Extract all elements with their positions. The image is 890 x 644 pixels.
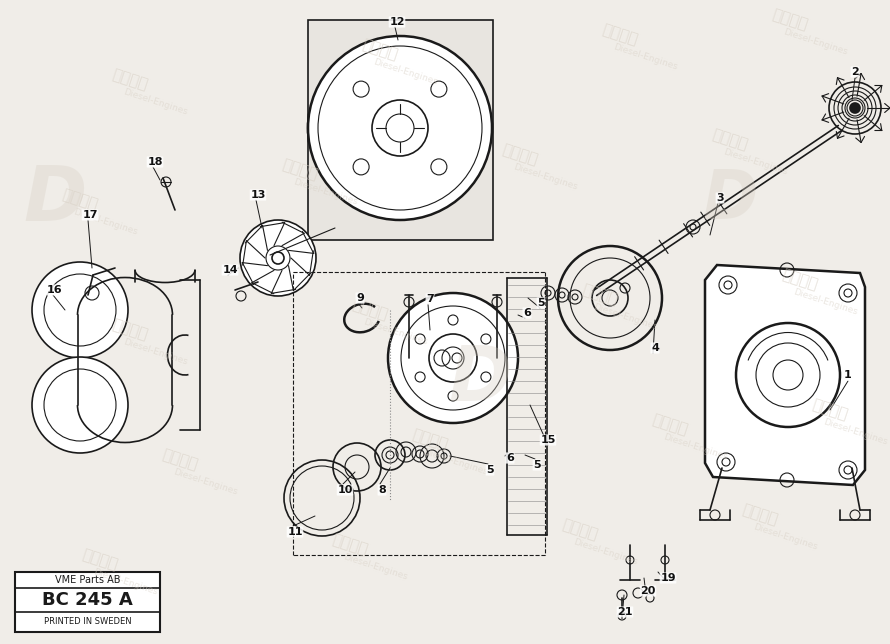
Text: Diesel-Engines: Diesel-Engines	[821, 417, 888, 447]
Text: 柴发动力: 柴发动力	[710, 128, 749, 153]
Text: Diesel-Engines: Diesel-Engines	[571, 537, 638, 567]
Text: 5: 5	[486, 465, 494, 475]
Text: Diesel-Engines: Diesel-Engines	[292, 177, 359, 207]
Text: Diesel-Engines: Diesel-Engines	[361, 317, 428, 346]
Text: 19: 19	[660, 573, 676, 583]
Text: 17: 17	[82, 210, 98, 220]
Text: 11: 11	[287, 527, 303, 537]
Text: 6: 6	[506, 453, 514, 463]
Text: 16: 16	[47, 285, 63, 295]
Text: D: D	[702, 167, 757, 233]
Circle shape	[850, 103, 860, 113]
Text: Diesel-Engines: Diesel-Engines	[781, 27, 848, 57]
Text: 柴发动力: 柴发动力	[781, 267, 820, 293]
Circle shape	[240, 220, 316, 296]
Text: Diesel-Engines: Diesel-Engines	[512, 162, 578, 192]
Text: 柴发动力: 柴发动力	[160, 447, 199, 473]
Text: 1: 1	[844, 370, 852, 380]
Text: 柴发动力: 柴发动力	[651, 412, 690, 438]
Text: 21: 21	[618, 607, 633, 617]
Text: 18: 18	[147, 157, 163, 167]
Text: 柴发动力: 柴发动力	[410, 427, 449, 453]
Text: 柴发动力: 柴发动力	[601, 23, 640, 48]
Text: D: D	[449, 343, 512, 417]
Text: 2: 2	[851, 67, 859, 77]
Text: 柴发动力: 柴发动力	[80, 547, 119, 573]
Text: Diesel-Engines: Diesel-Engines	[592, 303, 659, 332]
Text: PRINTED IN SWEDEN: PRINTED IN SWEDEN	[44, 618, 132, 627]
Text: D: D	[23, 163, 86, 237]
Text: Diesel-Engines: Diesel-Engines	[72, 207, 138, 236]
Text: 20: 20	[640, 586, 656, 596]
Text: Diesel-Engines: Diesel-Engines	[372, 57, 438, 87]
Bar	[15, 572, 160, 632]
Circle shape	[272, 252, 284, 264]
Text: 柴发动力: 柴发动力	[110, 67, 150, 93]
Text: 15: 15	[540, 435, 555, 445]
Circle shape	[32, 262, 128, 358]
Text: 12: 12	[389, 17, 405, 27]
Text: 6: 6	[523, 308, 531, 318]
Text: 9: 9	[356, 293, 364, 303]
Text: Diesel-Engines: Diesel-Engines	[92, 567, 158, 596]
Text: 柴发动力: 柴发动力	[771, 7, 810, 33]
Text: 柴发动力: 柴发动力	[280, 157, 320, 183]
Bar	[308, 20, 493, 240]
Text: 5: 5	[533, 460, 541, 470]
Text: 柴发动力: 柴发动力	[740, 502, 780, 528]
Text: 柴发动力: 柴发动力	[110, 317, 150, 343]
Text: Diesel-Engines: Diesel-Engines	[342, 553, 409, 582]
Text: 10: 10	[337, 485, 352, 495]
Text: 柴发动力: 柴发动力	[810, 397, 850, 422]
Text: Diesel-Engines: Diesel-Engines	[722, 147, 789, 176]
Text: 13: 13	[250, 190, 266, 200]
Polygon shape	[705, 265, 865, 485]
Text: Diesel-Engines: Diesel-Engines	[611, 43, 678, 71]
Text: 柴发动力: 柴发动力	[61, 187, 100, 213]
Text: 柴发动力: 柴发动力	[360, 37, 400, 62]
Text: Diesel-Engines: Diesel-Engines	[122, 88, 189, 117]
Text: Diesel-Engines: Diesel-Engines	[172, 468, 239, 497]
Text: Diesel-Engines: Diesel-Engines	[792, 287, 858, 317]
Text: Diesel-Engines: Diesel-Engines	[122, 337, 189, 366]
Text: Diesel-Engines: Diesel-Engines	[752, 522, 818, 552]
Text: 7: 7	[426, 294, 434, 304]
Text: 柴发动力: 柴发动力	[500, 142, 539, 168]
Circle shape	[32, 357, 128, 453]
Text: VME Parts AB: VME Parts AB	[55, 575, 120, 585]
Text: 3: 3	[716, 193, 724, 203]
Text: 8: 8	[378, 485, 386, 495]
Text: 5: 5	[538, 298, 545, 308]
Text: Diesel-Engines: Diesel-Engines	[422, 448, 489, 477]
Text: 柴发动力: 柴发动力	[580, 282, 619, 308]
Circle shape	[388, 293, 518, 423]
Circle shape	[308, 36, 492, 220]
Text: BC 245 A: BC 245 A	[42, 591, 133, 609]
Text: 14: 14	[222, 265, 238, 275]
Text: Diesel-Engines: Diesel-Engines	[662, 432, 728, 462]
Text: 柴发动力: 柴发动力	[351, 298, 390, 323]
Text: 柴发动力: 柴发动力	[330, 532, 369, 558]
Text: 4: 4	[651, 343, 659, 353]
Text: 柴发动力: 柴发动力	[561, 517, 600, 543]
